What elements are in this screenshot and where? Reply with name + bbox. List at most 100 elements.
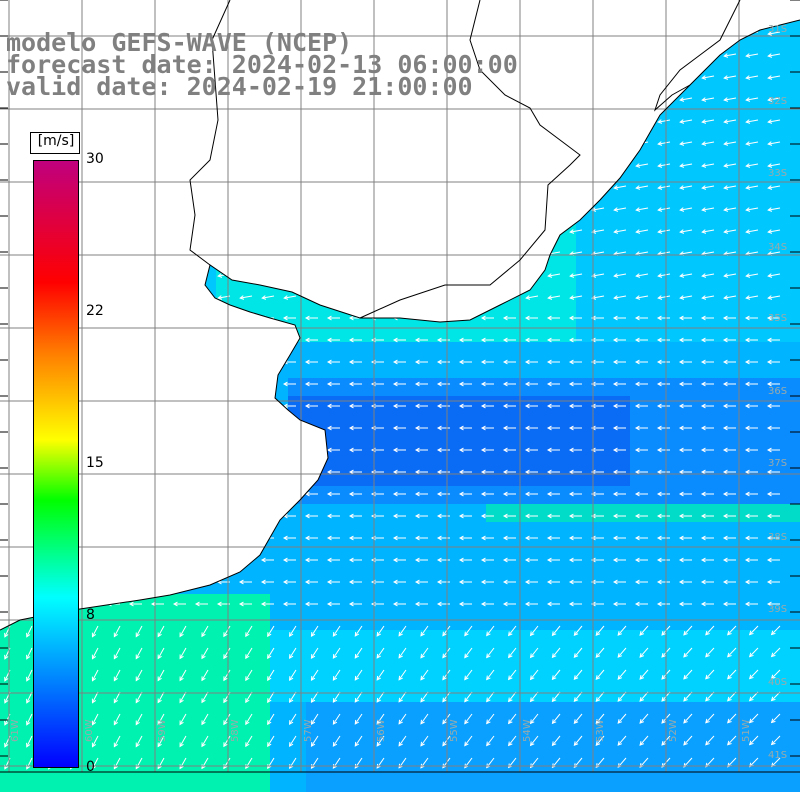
wind-arrow [551,647,561,659]
wind-cell [234,198,252,216]
wind-cell [666,774,684,792]
wind-cell [144,234,162,252]
wind-cell [270,504,288,522]
wind-arrow [745,75,759,80]
wind-cell [576,0,594,18]
wind-arrow [745,141,759,146]
wind-cell [666,198,684,216]
wind-cell [576,468,594,486]
wind-cell [144,288,162,306]
wind-cell [396,324,414,342]
wind-arrow [744,447,758,453]
wind-arrow [414,381,428,387]
wind-arrow [570,10,582,14]
wind-arrow [326,491,340,497]
wind-cell [594,576,612,594]
wind-cell [180,540,198,558]
wind-cell [702,252,720,270]
wind-arrow [480,513,494,519]
wind-arrow [766,535,780,541]
wind-arrow [326,381,340,387]
wind-cell [684,342,702,360]
wind-arrow [436,579,450,585]
wind-cell [684,252,702,270]
wind-cell [738,198,756,216]
wind-cell [198,738,216,756]
wind-arrow [310,691,319,703]
wind-cell [90,0,108,18]
wind-arrow [547,185,561,190]
wind-cell [72,774,90,792]
wind-arrow [113,647,121,660]
wind-cell [612,756,630,774]
colorbar-tick-22: 22 [86,303,104,319]
wind-cell [468,594,486,612]
wind-arrow [524,557,538,563]
wind-arrow [91,735,99,748]
wind-arrow [282,601,296,607]
wind-arrow [327,229,341,234]
lon-label: 56W [376,719,387,742]
wind-arrow [635,119,649,124]
wind-arrow [700,337,714,343]
wind-arrow [529,735,539,747]
wind-arrow [502,315,516,321]
wind-cell [288,198,306,216]
wind-cell [684,522,702,540]
wind-arrow [679,273,693,278]
wind-arrow [348,381,362,387]
wind-cell [540,36,558,54]
wind-cell [630,630,648,648]
wind-arrow [414,425,428,431]
wind-arrow [354,669,363,681]
wind-cell [144,756,162,774]
wind-arrow [700,491,714,497]
wind-arrow [723,119,737,124]
wind-cell [594,468,612,486]
wind-cell [324,702,342,720]
wind-cell [108,558,126,576]
wind-cell [648,468,666,486]
wind-cell [558,594,576,612]
wind-cell [414,594,432,612]
wind-cell [450,576,468,594]
wind-cell [468,20,486,36]
wind-cell [684,504,702,522]
wind-arrow [481,185,495,190]
wind-arrow [722,337,736,343]
wind-cell [324,486,342,504]
wind-cell [702,270,720,288]
wind-cell [720,270,738,288]
wind-cell [738,162,756,180]
wind-arrow [436,359,450,365]
wind-cell [558,90,576,108]
wind-cell [648,396,666,414]
wind-arrow [526,10,538,14]
wind-cell [162,414,180,432]
wind-arrow [238,381,252,387]
wind-arrow [635,229,649,234]
wind-arrow [392,359,406,365]
wind-arrow [91,647,99,660]
wind-cell [90,486,108,504]
wind-arrow [128,403,142,409]
wind-cell [108,324,126,342]
wind-cell [108,378,126,396]
wind-arrow [128,447,142,453]
wind-cell [648,666,666,684]
wind-arrow [546,491,560,497]
wind-cell [630,216,648,234]
wind-cell [360,432,378,450]
wind-cell [288,396,306,414]
wind-cell [558,108,576,126]
wind-arrow [678,403,692,409]
wind-cell [306,306,324,324]
wind-cell [432,378,450,396]
wind-cell [450,288,468,306]
wind-cell [234,630,252,648]
wind-arrow [332,669,341,681]
wind-cell [90,342,108,360]
wind-cell [504,612,522,630]
wind-cell [774,72,792,90]
